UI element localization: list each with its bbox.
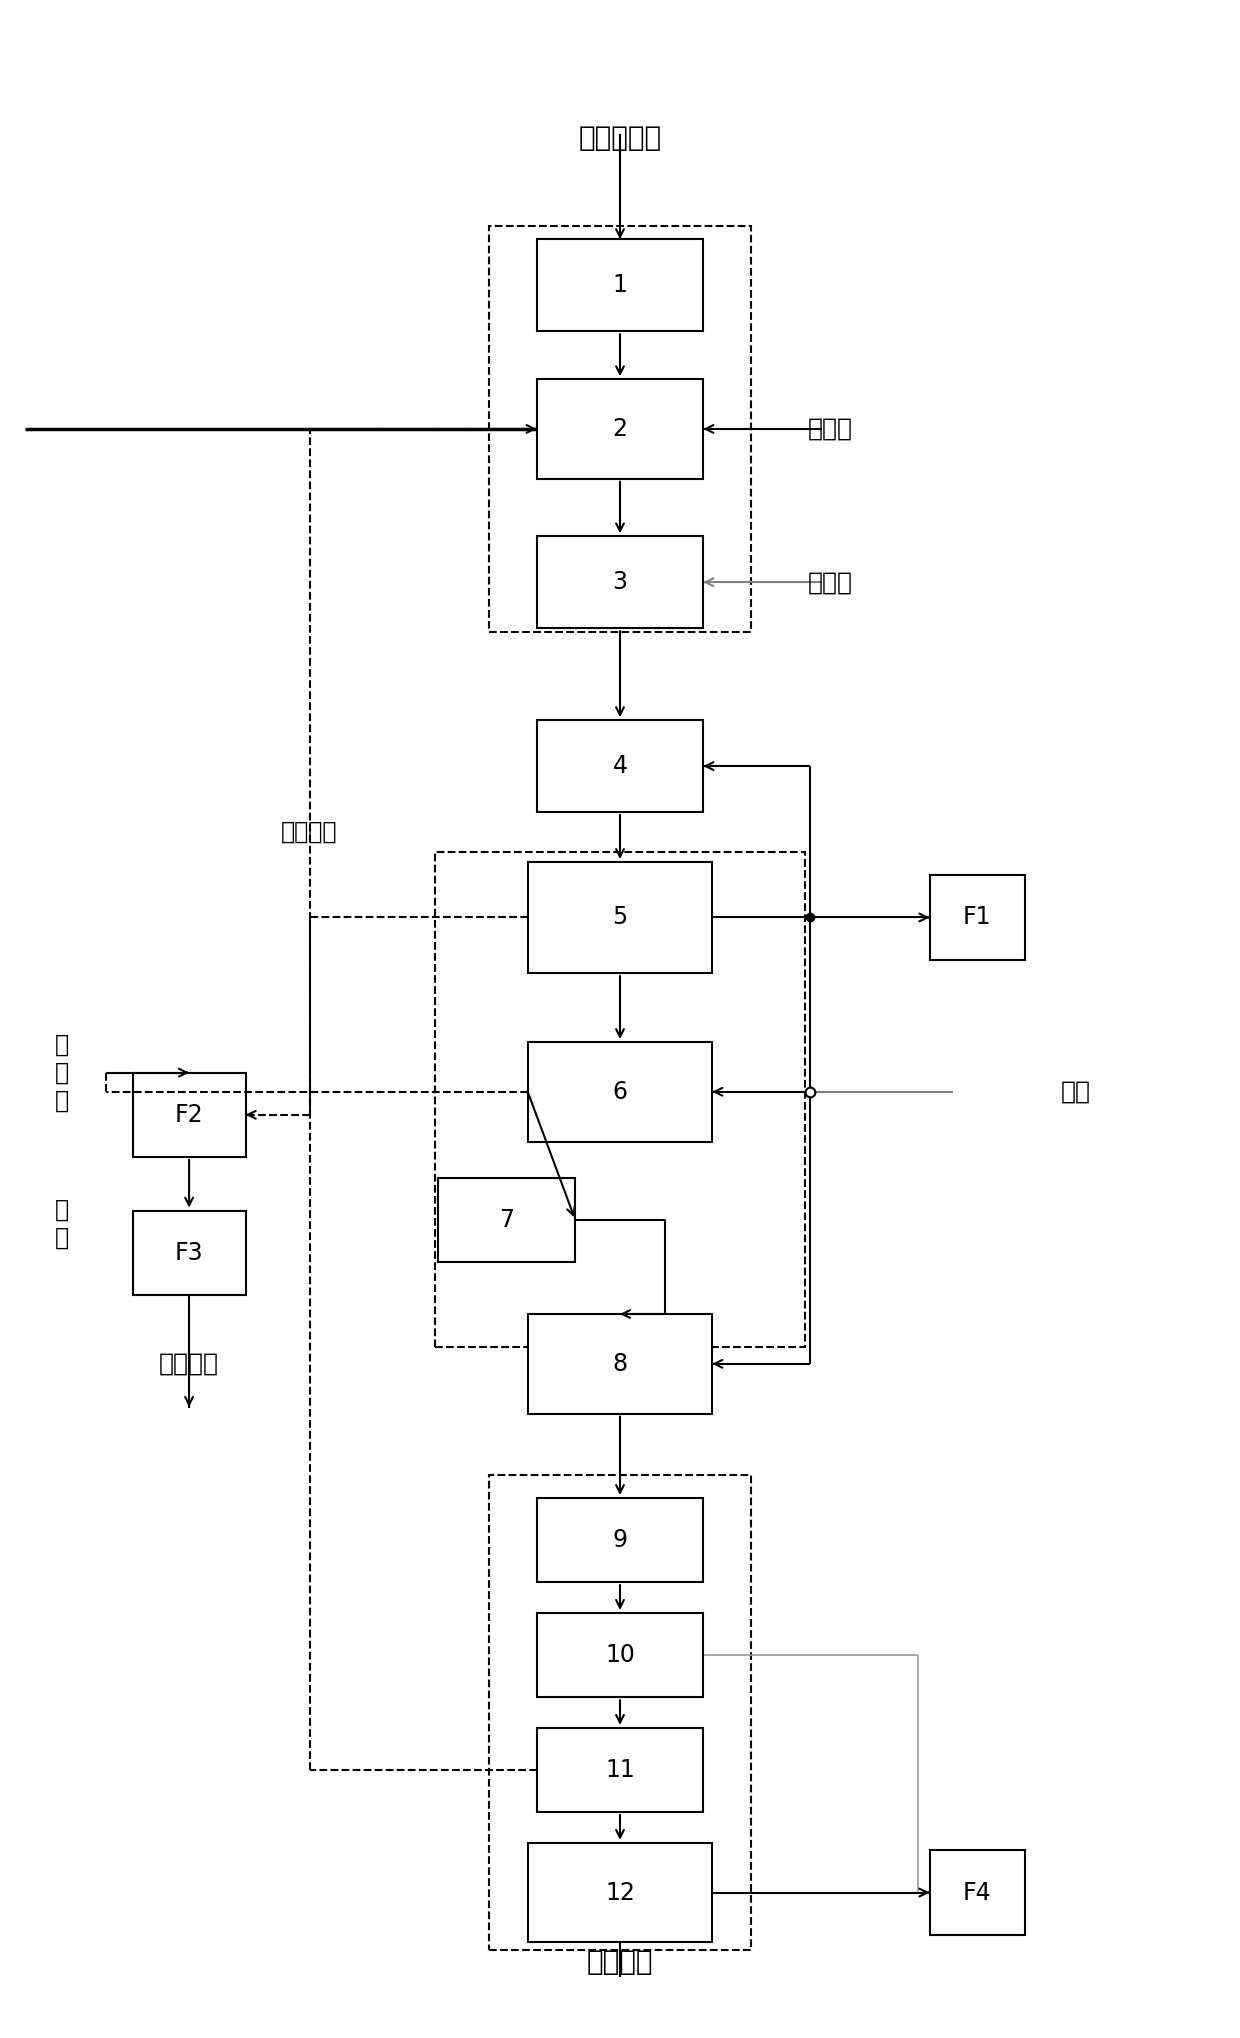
Text: 充氧: 充氧 [1060,1080,1090,1105]
Text: 2: 2 [613,418,627,440]
Text: 上
清
液: 上 清 液 [55,1033,68,1113]
Bar [439,1178,575,1262]
Text: 7: 7 [500,1209,515,1233]
Bar [537,536,703,628]
Bar [930,1851,1024,1934]
Text: 剩余污泥: 剩余污泥 [280,819,337,844]
Text: 12: 12 [605,1881,635,1906]
Text: 吸附剂: 吸附剂 [808,418,853,440]
Text: F2: F2 [175,1103,203,1127]
Bar [133,1072,246,1158]
Bar [133,1211,246,1294]
Bar [528,1842,712,1942]
Text: F4: F4 [962,1881,992,1906]
Bar [489,226,751,632]
Text: 6: 6 [613,1080,627,1105]
Bar [537,379,703,479]
Bar [537,1498,703,1581]
Bar [537,719,703,811]
Bar [435,852,805,1347]
Text: 达标外排: 达标外排 [587,1948,653,1975]
Bar [537,238,703,332]
Text: F3: F3 [175,1241,203,1266]
Text: 1: 1 [613,273,627,298]
Text: 泵送渗滤液: 泵送渗滤液 [578,124,662,151]
Text: 外运填埋: 外运填埋 [159,1351,219,1376]
Text: 10: 10 [605,1643,635,1667]
Text: F1: F1 [963,905,991,929]
Text: 11: 11 [605,1759,635,1781]
Bar [537,1612,703,1698]
Bar [537,1728,703,1812]
Text: 3: 3 [613,571,627,595]
Bar [930,876,1024,960]
Bar [528,1315,712,1414]
Bar [489,1476,751,1950]
Text: 9: 9 [613,1528,627,1553]
Text: 混凝剂: 混凝剂 [808,571,853,595]
Bar [528,1041,712,1141]
Text: 8: 8 [613,1351,627,1376]
Text: 4: 4 [613,754,627,779]
Bar [528,862,712,972]
Text: 滤
液: 滤 液 [55,1198,68,1249]
Text: 5: 5 [613,905,627,929]
